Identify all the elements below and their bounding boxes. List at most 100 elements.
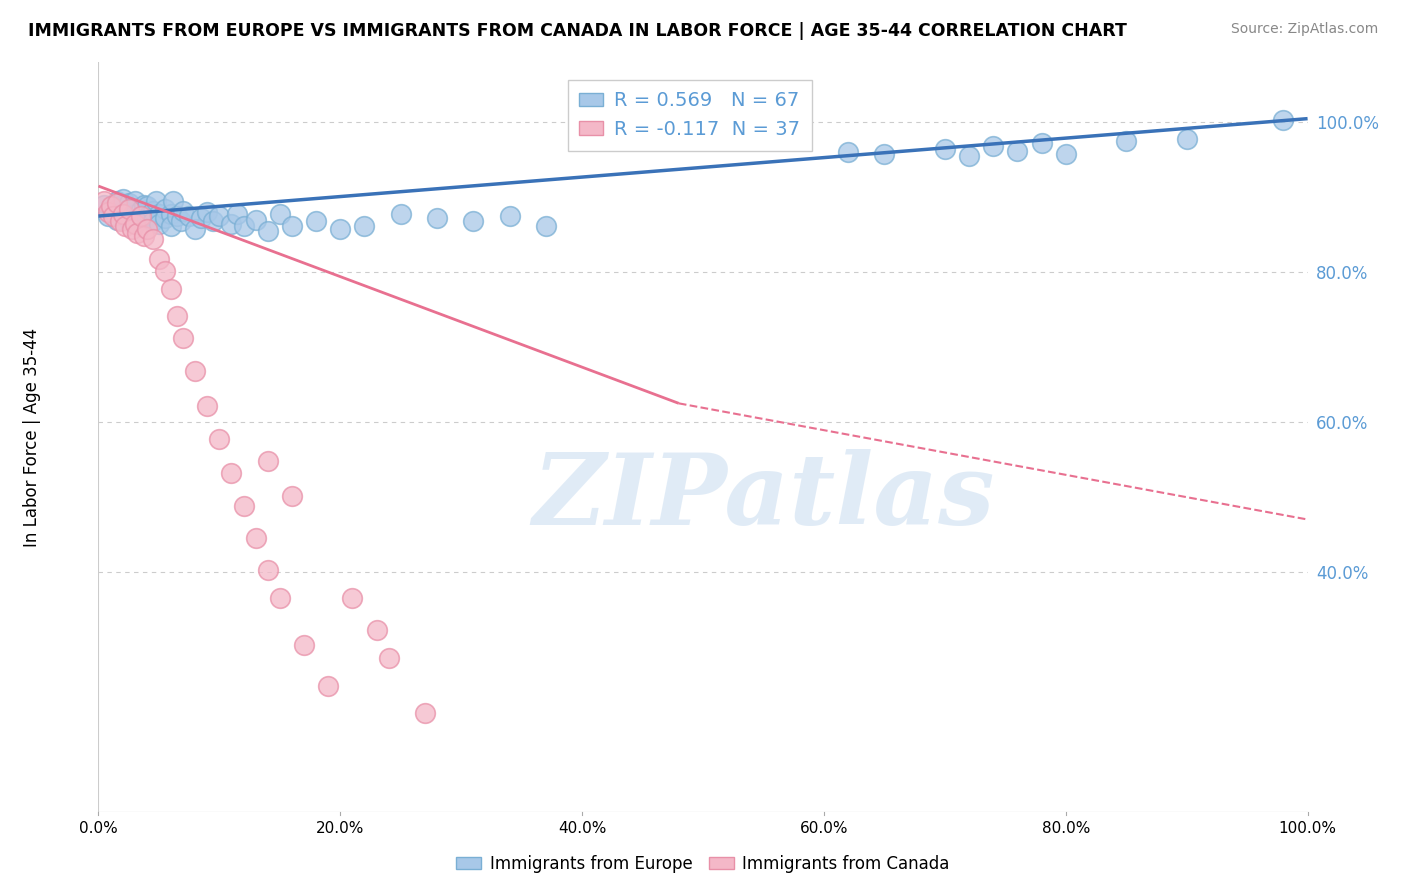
- Point: [129, 209, 152, 223]
- Point: [1175, 132, 1198, 146]
- Text: 40.0%: 40.0%: [558, 821, 606, 836]
- Point: [97, 205, 120, 219]
- Point: [269, 207, 291, 221]
- Point: [172, 331, 194, 345]
- Point: [129, 209, 152, 223]
- Point: [124, 207, 146, 221]
- Point: [413, 706, 436, 720]
- Text: IMMIGRANTS FROM EUROPE VS IMMIGRANTS FROM CANADA IN LABOR FORCE | AGE 35-44 CORR: IMMIGRANTS FROM EUROPE VS IMMIGRANTS FRO…: [28, 22, 1128, 40]
- Point: [245, 531, 267, 545]
- Point: [172, 203, 194, 218]
- Point: [179, 209, 201, 223]
- Point: [169, 214, 191, 228]
- Point: [160, 219, 183, 233]
- Point: [292, 639, 315, 653]
- Point: [426, 211, 449, 226]
- Text: Source: ZipAtlas.com: Source: ZipAtlas.com: [1230, 22, 1378, 37]
- Point: [101, 205, 124, 219]
- Point: [534, 219, 557, 233]
- Point: [114, 208, 136, 222]
- Point: [101, 209, 124, 223]
- Legend: R = 0.569   N = 67, R = -0.117  N = 37: R = 0.569 N = 67, R = -0.117 N = 37: [568, 79, 811, 151]
- Point: [269, 591, 291, 606]
- Point: [111, 192, 134, 206]
- Point: [166, 209, 188, 223]
- Point: [837, 145, 859, 160]
- Point: [134, 229, 156, 244]
- Point: [148, 207, 170, 221]
- Point: [208, 432, 231, 446]
- Point: [160, 207, 183, 221]
- Point: [190, 211, 212, 226]
- Point: [135, 199, 157, 213]
- Point: [1054, 146, 1077, 161]
- Point: [135, 211, 157, 226]
- Legend: Immigrants from Europe, Immigrants from Canada: Immigrants from Europe, Immigrants from …: [450, 848, 956, 880]
- Point: [305, 214, 328, 228]
- Point: [105, 212, 128, 227]
- Point: [208, 209, 231, 223]
- Point: [145, 194, 167, 208]
- Point: [873, 146, 896, 161]
- Point: [377, 651, 399, 665]
- Point: [353, 219, 375, 233]
- Point: [142, 231, 165, 245]
- Point: [118, 214, 141, 228]
- Point: [184, 221, 207, 235]
- Point: [142, 203, 165, 218]
- Point: [124, 217, 146, 231]
- Point: [114, 219, 136, 233]
- Point: [93, 198, 115, 212]
- Point: [93, 194, 115, 208]
- Point: [135, 221, 157, 235]
- Point: [281, 489, 304, 503]
- Point: [166, 309, 188, 323]
- Point: [129, 202, 152, 217]
- Point: [105, 194, 128, 208]
- Point: [1115, 134, 1137, 148]
- Point: [281, 219, 304, 233]
- Point: [121, 221, 143, 235]
- Text: 80.0%: 80.0%: [1042, 821, 1090, 836]
- Text: In Labor Force | Age 35-44: In Labor Force | Age 35-44: [22, 327, 41, 547]
- Point: [105, 196, 128, 211]
- Point: [153, 211, 176, 226]
- Point: [138, 208, 160, 222]
- Text: ZIPatlas: ZIPatlas: [533, 449, 994, 545]
- Point: [121, 202, 143, 216]
- Point: [184, 364, 207, 378]
- Point: [134, 198, 156, 212]
- Point: [118, 196, 141, 211]
- Point: [221, 466, 243, 480]
- Point: [366, 624, 388, 638]
- Point: [162, 194, 184, 208]
- Point: [498, 209, 520, 223]
- Point: [256, 224, 278, 238]
- Point: [202, 214, 225, 228]
- Point: [127, 212, 149, 227]
- Point: [153, 202, 176, 216]
- Point: [316, 679, 339, 693]
- Point: [148, 252, 170, 266]
- Point: [118, 202, 141, 216]
- Point: [1007, 144, 1029, 158]
- Point: [1272, 113, 1295, 128]
- Text: 20.0%: 20.0%: [316, 821, 364, 836]
- Point: [100, 202, 122, 216]
- Text: 0.0%: 0.0%: [79, 821, 118, 836]
- Point: [981, 139, 1004, 153]
- Point: [342, 591, 364, 606]
- Point: [1031, 136, 1053, 151]
- Point: [97, 209, 120, 223]
- Point: [100, 199, 122, 213]
- Point: [127, 227, 149, 241]
- Point: [232, 219, 254, 233]
- Point: [221, 217, 243, 231]
- Point: [256, 564, 278, 578]
- Point: [329, 221, 352, 235]
- Point: [463, 214, 485, 228]
- Point: [195, 205, 218, 219]
- Point: [142, 214, 165, 228]
- Point: [160, 282, 183, 296]
- Point: [232, 499, 254, 513]
